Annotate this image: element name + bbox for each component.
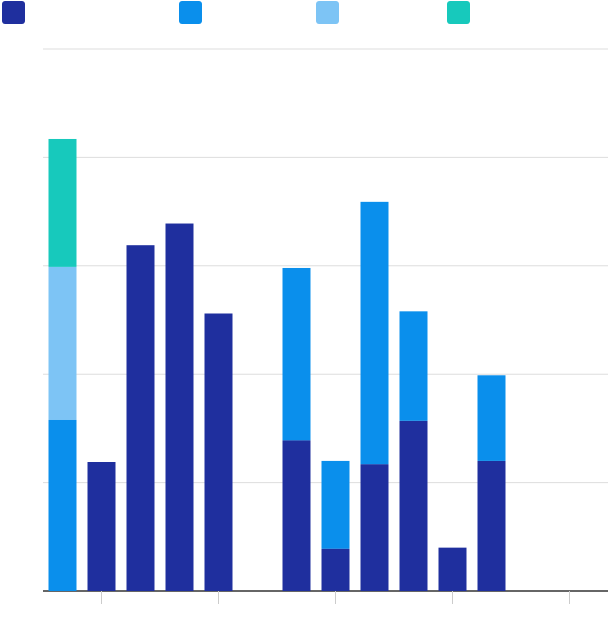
bar-segment	[282, 267, 311, 441]
bar-segment	[399, 311, 428, 421]
bar-segment	[87, 462, 116, 591]
legend-swatch	[179, 1, 202, 24]
bar-segment	[282, 440, 311, 591]
bar-segment	[321, 460, 350, 549]
bar-segment	[204, 313, 233, 591]
legend-swatch	[316, 1, 339, 24]
bar-segment	[126, 245, 155, 592]
bar-segment	[360, 201, 389, 465]
legend-swatch	[2, 1, 25, 24]
bar-segment	[399, 420, 428, 591]
bar-segment	[360, 464, 389, 591]
bar-segment	[477, 375, 506, 461]
bar-segment	[48, 138, 77, 267]
bar-segment	[477, 460, 506, 591]
bar-segment	[48, 419, 77, 591]
bar-segment	[165, 223, 194, 592]
bar-segment	[48, 266, 77, 420]
legend-swatch	[447, 1, 470, 24]
bar-segment	[321, 548, 350, 591]
bar-segment	[438, 547, 467, 591]
